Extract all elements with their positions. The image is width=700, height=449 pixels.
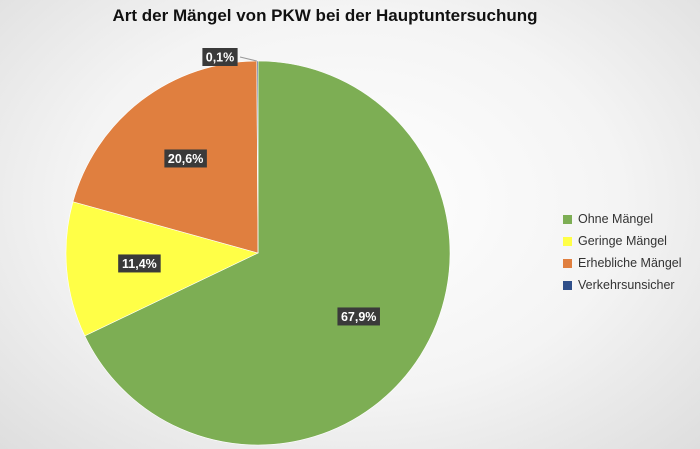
legend-label: Erhebliche Mängel: [578, 256, 682, 270]
legend-item-verkehrsunsicher: Verkehrsunsicher: [563, 274, 682, 296]
leader-line-verkehrsunsicher: [239, 56, 257, 62]
legend-item-erhebliche-maengel: Erhebliche Mängel: [563, 252, 682, 274]
legend-item-geringe-maengel: Geringe Mängel: [563, 230, 682, 252]
svg-text:0,1%: 0,1%: [206, 51, 235, 65]
svg-text:11,4%: 11,4%: [122, 257, 157, 271]
legend-label: Ohne Mängel: [578, 212, 654, 226]
legend-swatch: [563, 236, 572, 246]
data-label-verkehrsunsicher: 0,1%: [202, 48, 238, 66]
pie-slice-geringe-maengel: [65, 201, 259, 337]
svg-text:20,6%: 20,6%: [168, 152, 203, 166]
svg-text:67,9%: 67,9%: [341, 310, 376, 324]
legend-swatch: [563, 214, 572, 224]
legend-swatch: [563, 280, 572, 290]
legend-item-ohne-maengel: Ohne Mängel: [563, 208, 682, 230]
legend-label: Verkehrsunsicher: [578, 278, 675, 292]
data-label-geringe-maengel: 11,4%: [118, 254, 161, 273]
legend-label: Geringe Mängel: [578, 234, 667, 248]
legend-swatch: [563, 258, 572, 268]
data-label-erhebliche-maengel: 20,6%: [164, 149, 207, 168]
chart-legend: Ohne Mängel Geringe Mängel Erhebliche Mäng…: [563, 208, 682, 296]
pie-slice-ohne-maengel: [84, 60, 451, 446]
data-label-ohne-maengel: 67,9%: [337, 307, 380, 326]
chart-title: Art der Mängel von PKW bei der Hauptunte…: [112, 6, 538, 25]
pie-slice-verkehrsunsicher: [256, 60, 259, 254]
